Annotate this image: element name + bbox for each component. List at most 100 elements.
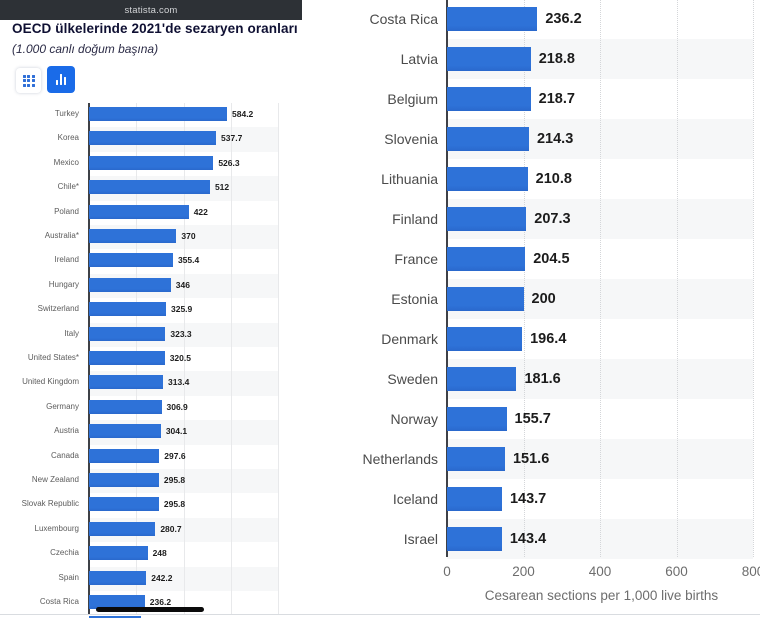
country-label: Costa Rica xyxy=(369,11,438,27)
bar xyxy=(89,375,164,390)
gridline xyxy=(523,0,525,557)
grid-icon xyxy=(22,74,35,87)
bar xyxy=(447,207,527,231)
country-label: Australia* xyxy=(44,231,79,240)
chart-view-button[interactable] xyxy=(47,66,75,93)
country-label: Austria xyxy=(54,426,79,436)
country-label: Iceland xyxy=(392,491,438,507)
value-label: 207.3 xyxy=(534,211,571,227)
country-label: Canada xyxy=(50,450,79,460)
bar xyxy=(89,399,162,414)
value-label: 313.4 xyxy=(168,377,190,388)
page-title: OECD ülkelerinde 2021'de sezaryen oranla… xyxy=(12,21,298,36)
bar xyxy=(447,527,502,551)
site-header-bar: statista.com xyxy=(0,0,302,20)
bar xyxy=(89,326,166,341)
bar xyxy=(447,47,531,71)
bar xyxy=(447,327,523,351)
country-label: Hungary xyxy=(48,279,79,289)
country-label: Denmark xyxy=(381,331,438,347)
country-label: Estonia xyxy=(391,291,438,307)
value-label: 537.7 xyxy=(221,133,243,144)
country-label: Spain xyxy=(58,572,79,582)
bar xyxy=(89,351,165,365)
value-label: 320.5 xyxy=(169,353,191,363)
country-label: Latvia xyxy=(400,51,438,67)
value-label: 196.4 xyxy=(530,331,567,347)
country-label: Czechia xyxy=(50,548,79,558)
country-label: Slovenia xyxy=(384,131,438,147)
country-label: Korea xyxy=(57,133,79,143)
bar xyxy=(89,131,217,146)
table-view-button[interactable] xyxy=(16,68,41,93)
bar xyxy=(89,570,147,585)
value-label: 236.2 xyxy=(545,11,582,27)
value-label: 181.6 xyxy=(524,371,561,387)
country-label: United States* xyxy=(27,353,79,362)
bar-chart-icon xyxy=(55,74,67,85)
bar xyxy=(89,229,177,243)
country-label: France xyxy=(394,251,438,267)
country-label: Costa Rica xyxy=(39,597,79,606)
value-label: 370 xyxy=(181,231,196,241)
value-label: 218.8 xyxy=(538,51,575,67)
bar xyxy=(447,367,517,391)
gridline xyxy=(183,103,185,614)
bar xyxy=(89,546,148,561)
value-label: 584.2 xyxy=(232,109,254,119)
x-tick-label: 200 xyxy=(512,564,535,579)
value-label: 248 xyxy=(152,548,167,559)
value-label: 325.9 xyxy=(170,304,193,315)
left-bar-chart: Turkey 584.2 Korea 537.7 Mexico 526.3 Chile* 51… xyxy=(0,0,302,618)
value-label: 280.7 xyxy=(160,523,182,534)
country-label: Luxembourg xyxy=(34,523,79,533)
right-bar-chart: Costa Rica 236.2 Latvia 218.8 Belgium 218.7 Sl… xyxy=(300,0,760,618)
x-axis-caption: Cesarean sections per 1,000 live births xyxy=(484,588,719,603)
gridline xyxy=(278,103,279,614)
value-label: 526.3 xyxy=(218,157,240,168)
home-indicator xyxy=(96,607,204,612)
x-tick-label: 800 xyxy=(741,564,760,579)
value-label: 512 xyxy=(214,182,230,193)
value-label: 422 xyxy=(193,206,208,217)
bar xyxy=(447,167,528,191)
country-label: Norway xyxy=(390,411,438,427)
value-label: 306.9 xyxy=(166,401,188,412)
country-label: Lithuania xyxy=(381,171,438,187)
bar xyxy=(447,127,529,151)
bar xyxy=(89,521,156,536)
x-tick-label: 600 xyxy=(665,564,688,579)
country-label: Netherlands xyxy=(362,451,439,467)
value-label: 143.7 xyxy=(509,491,547,507)
value-label: 204.5 xyxy=(533,251,570,267)
bar xyxy=(89,473,159,487)
country-label: Slovak Republic xyxy=(21,499,79,509)
country-label: Ireland xyxy=(54,255,79,265)
bar xyxy=(89,277,171,292)
value-label: 304.1 xyxy=(165,426,188,437)
value-label: 295.8 xyxy=(163,499,186,510)
country-label: Israel xyxy=(403,531,438,547)
gridline xyxy=(676,0,678,557)
bar xyxy=(89,595,145,609)
gridline xyxy=(230,103,232,614)
value-label: 323.3 xyxy=(170,328,192,339)
y-axis-line xyxy=(446,0,448,557)
next-row-partial-bar xyxy=(89,615,141,618)
value-label: 355.4 xyxy=(177,255,200,266)
gridline xyxy=(753,0,754,557)
x-tick-label: 400 xyxy=(588,564,612,579)
bar xyxy=(447,247,526,271)
value-label: 236.2 xyxy=(149,597,172,607)
country-label: Italy xyxy=(64,328,79,338)
x-tick-label: 0 xyxy=(443,564,451,579)
value-label: 295.8 xyxy=(163,475,186,485)
bar xyxy=(447,7,538,31)
value-label: 346 xyxy=(175,279,190,290)
bar xyxy=(89,107,228,121)
country-label: New Zealand xyxy=(31,475,79,484)
bar xyxy=(447,407,507,431)
value-label: 210.8 xyxy=(535,171,572,187)
bottom-divider xyxy=(0,614,760,616)
